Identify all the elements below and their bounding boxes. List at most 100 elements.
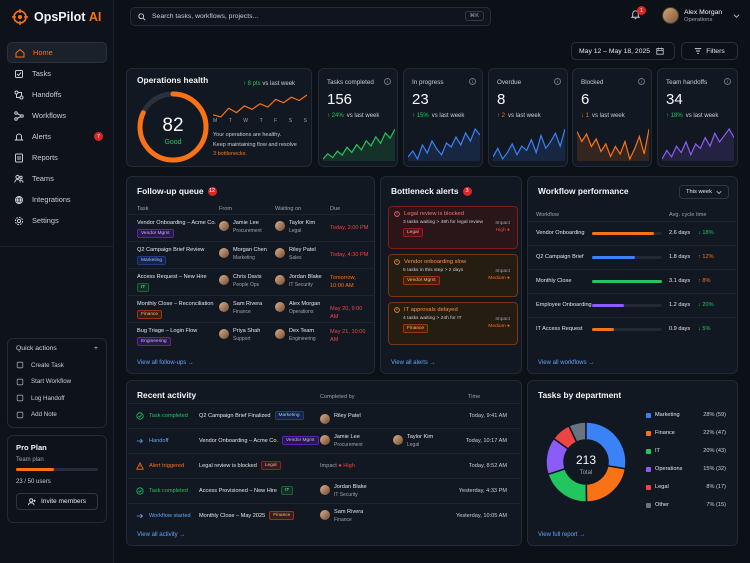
avatar [275,329,285,339]
legend-item-operations: Operations 15% (32) [646,466,726,472]
handoff-to-cell: Taylor Kim Legal [393,434,433,448]
view-all-follow-ups-link[interactable]: View all follow-ups → [137,360,194,366]
metric-card-blocked[interactable]: Blocked i 6 ↓ 1 vs last week [572,68,652,167]
date-range-picker[interactable]: May 12 – May 18, 2025 [571,42,675,60]
legend-item-other: Other 7% (15) [646,502,726,508]
metric-card-in-progress[interactable]: In progress i 23 ↑ 15% vs last week [403,68,483,167]
brand[interactable]: OpsPilot AI [12,9,101,25]
sidebar-item-reports[interactable]: Reports [7,147,107,168]
sparkline-area [577,129,649,161]
info-icon[interactable]: i [384,78,391,85]
user-menu[interactable]: Alex Morgan Operations [662,7,740,24]
invite-members-button[interactable]: Invite members [16,493,98,510]
donut-slice-it[interactable] [547,467,588,503]
bottleneck-alert[interactable]: Legal review is blocked 3 tasks waiting … [388,206,518,249]
cycle-time-fill [592,232,654,235]
table-row[interactable]: Q2 Campaign Brief Review Marketing Morgan… [127,241,374,267]
alert-impact: Impact Medium ● [488,269,510,281]
activity-row[interactable]: Task completed Q2 Campaign Brief Finaliz… [127,403,521,428]
legend-label: Finance [655,430,675,436]
due-cell: Today, 2:00 PM [330,225,369,231]
workflow-row[interactable]: Vendor Onboarding 2.6 days ↓ 18% [528,221,737,245]
metric-card-team-handoffs[interactable]: Team handoffs i 34 ↑ 18% vs last week [657,68,738,167]
activity-row[interactable]: Task completed Access Provisioned – New … [127,478,521,503]
sidebar-item-label: Home [33,48,53,57]
metric-card-overdue[interactable]: Overdue i 8 ↑ 2 vs last week [488,68,568,167]
table-row[interactable]: Bug Triage – Login Flow Engineering Priya… [127,322,374,348]
day-label: T [228,118,232,124]
bottleneck-alert[interactable]: IT approvals delayed 4 tasks waiting > 2… [388,302,518,345]
donut-slice-operations[interactable] [545,437,570,476]
donut-slice-marketing[interactable] [585,421,627,470]
warning-icon [394,211,400,217]
sidebar-item-workflows[interactable]: Workflows [7,105,107,126]
workflow-row[interactable]: IT Access Request 0.9 days ↓ 5% [528,317,737,341]
cycle-time-value: 2.6 days [669,230,691,236]
cycle-time-fill [592,304,624,307]
sidebar-item-teams[interactable]: Teams [7,168,107,189]
info-icon[interactable]: i [638,78,645,85]
waiting-on-cell: Alex Morgan Operations [275,301,320,315]
table-row[interactable]: Monthly Close – Reconciliation Finance Sa… [127,295,374,321]
metric-label: Team handoffs [666,79,708,86]
activity-row[interactable]: Workflow started Monthly Close – May 202… [127,503,521,528]
task-cell: Access Request – New Hire IT [137,274,207,292]
department-donut-chart: 213 Total [545,421,627,503]
day-label: F [274,118,278,124]
info-icon[interactable]: i [724,78,731,85]
arrow-right-icon [136,438,143,444]
sidebar-item-label: Reports [32,153,58,162]
activity-row[interactable]: Handoff Vendor Onboarding – Acme Co. Vend… [127,428,521,453]
workflow-icon [16,378,24,385]
quick-action-label: Add Note [31,411,57,419]
period-select[interactable]: This week [679,185,729,199]
day-label: W [243,118,249,124]
donut-slice-legal[interactable] [552,424,578,451]
info-icon[interactable]: i [554,78,561,85]
search-input[interactable]: Search tasks, workflows, projects... [152,13,259,20]
notifications-button[interactable]: 1 [630,6,646,22]
donut-slice-finance[interactable] [585,464,627,503]
note-icon [16,411,24,418]
sidebar-item-home[interactable]: Home [7,42,107,63]
table-row[interactable]: Vendor Onboarding – Acme Co. Vendor Mgmt … [127,214,374,240]
cycle-time-fill [592,280,662,283]
quick-actions-add-button[interactable]: + [94,345,98,352]
operations-health-title: Operations health [137,75,209,85]
filters-button[interactable]: Filters [681,42,738,60]
activity-row[interactable]: Alert triggered Legal review is blocked L… [127,453,521,478]
quick-action-create-task[interactable]: Create Task [16,357,98,374]
plan-subtitle: Team plan [16,457,44,463]
view-all-workflows-link[interactable]: View all workflows → [538,360,595,366]
warning-icon [136,462,144,470]
sidebar-item-label: Handoffs [32,90,62,99]
sidebar-item-alerts[interactable]: Alerts 7 [7,126,107,147]
table-row[interactable]: Access Request – New Hire IT Chris Davis P… [127,268,374,294]
quick-action-log-handoff[interactable]: Log Handoff [16,390,98,407]
quick-action-add-note[interactable]: Add Note [16,407,98,424]
quick-action-start-workflow[interactable]: Start Workflow [16,374,98,391]
metric-card-tasks-completed[interactable]: Tasks completed i 156 ↑ 24% vs last week [318,68,398,167]
workflow-row[interactable]: Q2 Campaign Brief 1.8 days ↑ 12% [528,245,737,269]
sidebar-item-handoffs[interactable]: Handoffs [7,84,107,105]
operations-health-card: Operations health 82 Good ↑ 8 pts vs las… [126,68,312,167]
sidebar-item-settings[interactable]: Settings [7,210,107,231]
waiting-on-cell: Dex Team Engineering [275,328,316,342]
view-all-alerts-link[interactable]: View all alerts → [391,360,436,366]
activity-item: Q2 Campaign Brief Finalized Marketing [199,411,304,420]
metric-delta: ↑ 24% vs last week [327,113,380,119]
alert-description: 4 tasks waiting > 24h for IT [403,316,462,321]
view-all-activity-link[interactable]: View all activity → [137,532,186,538]
activity-tag: Marketing [274,411,304,420]
sidebar-item-tasks[interactable]: Tasks [7,63,107,84]
search-bar[interactable]: Search tasks, workflows, projects... ⌘K [130,7,491,26]
bottleneck-alert[interactable]: Vendor onboarding slow 5 tasks in this s… [388,254,518,297]
info-icon[interactable]: i [469,78,476,85]
bottlenecks-link[interactable]: 3 bottlenecks. [213,151,247,157]
workflow-row[interactable]: Monthly Close 3.1 days ↑ 8% [528,269,737,293]
workflow-row[interactable]: Employee Onboarding 1.2 days ↓ 20% [528,293,737,317]
view-full-report-link[interactable]: View full report → [538,532,586,538]
activity-tag: Vendor Mgmt [281,436,319,445]
legend-label: Operations [655,466,683,472]
sidebar-item-integrations[interactable]: Integrations [7,189,107,210]
